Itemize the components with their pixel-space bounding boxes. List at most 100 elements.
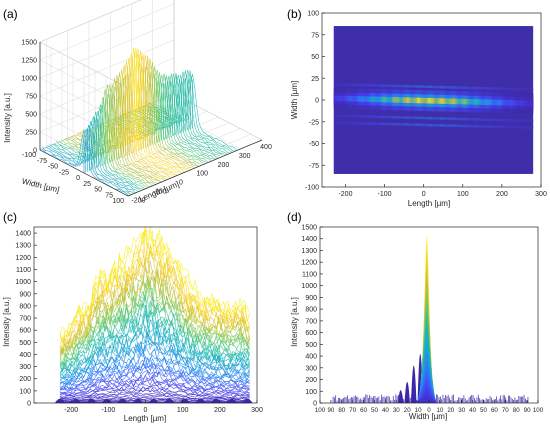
a-ytick-label: -100 bbox=[22, 152, 36, 159]
c-ytick-label: 700 bbox=[19, 316, 31, 323]
c-profile-line bbox=[59, 365, 250, 391]
b-heat-fringe bbox=[365, 115, 368, 118]
b-heat-fringe bbox=[380, 115, 383, 119]
d-xtick-label: 10 bbox=[415, 407, 422, 414]
a-surface-line bbox=[82, 61, 171, 178]
b-heat-fringe bbox=[498, 118, 501, 122]
b-heat-fringe bbox=[391, 122, 394, 126]
d-xtick-label: 40 bbox=[382, 407, 389, 414]
b-heat-fringe bbox=[410, 116, 413, 119]
b-heat-fringe bbox=[503, 87, 506, 91]
b-heat-fringe bbox=[435, 85, 438, 89]
b-heat-fringe bbox=[385, 84, 388, 87]
c-ytick-label: 1200 bbox=[15, 255, 31, 262]
b-heat-fringe bbox=[373, 122, 376, 125]
b-heat-fringe bbox=[458, 117, 461, 121]
b-xtick-label: -100 bbox=[378, 191, 392, 198]
b-heat-cell bbox=[461, 98, 464, 105]
b-heat-cell bbox=[479, 99, 482, 105]
b-heat-fringe bbox=[484, 86, 487, 90]
c-profile-line bbox=[59, 290, 250, 366]
b-heat-cell bbox=[475, 99, 477, 105]
b-heat-fringe bbox=[529, 126, 532, 130]
a-xtick-label: 0 bbox=[179, 180, 183, 187]
d-ytick-label: 300 bbox=[305, 365, 317, 372]
d-xtick-label: 40 bbox=[469, 407, 476, 414]
b-heat-fringe bbox=[438, 117, 441, 120]
c-profile-line bbox=[59, 260, 250, 354]
b-heat-fringe bbox=[455, 117, 458, 121]
b-heat-fringe bbox=[526, 88, 529, 91]
b-heat-fringe bbox=[440, 85, 443, 89]
a-ytick-label: -75 bbox=[37, 158, 47, 165]
b-heat-fringe bbox=[357, 121, 359, 125]
b-heat-fringe bbox=[420, 123, 423, 127]
b-heat-fringe bbox=[435, 117, 438, 120]
b-heat-fringe bbox=[491, 118, 494, 122]
d-ytick-label: 1000 bbox=[301, 283, 317, 290]
b-heat-fringe bbox=[481, 125, 484, 128]
c-base-bump bbox=[132, 398, 144, 403]
b-ylabel: Width [µm] bbox=[290, 81, 299, 119]
a-surface-line bbox=[42, 128, 131, 195]
d-peak-layer bbox=[415, 398, 439, 403]
b-heat-fringe bbox=[388, 122, 391, 126]
b-xtick-label: 100 bbox=[457, 191, 469, 198]
b-heat-fringe bbox=[340, 114, 343, 118]
c-base-bump bbox=[179, 398, 191, 403]
b-ytick-label: -100 bbox=[305, 185, 319, 192]
b-heat-fringe bbox=[406, 116, 409, 119]
b-heat-fringe bbox=[461, 86, 464, 89]
b-heat-fringe bbox=[463, 117, 466, 121]
b-heat-fringe bbox=[468, 86, 471, 90]
b-heat-fringe bbox=[363, 115, 366, 118]
b-heat-fringe bbox=[381, 84, 384, 87]
b-heat-fringe bbox=[524, 126, 527, 129]
b-heat-cell bbox=[383, 96, 386, 103]
d-ylabel: Intensity [a.u.] bbox=[290, 297, 299, 347]
c-ytick-label: 1300 bbox=[15, 243, 31, 250]
b-heat-cell bbox=[391, 96, 394, 103]
b-heat-cell bbox=[481, 99, 484, 105]
b-heat-fringe bbox=[453, 86, 456, 89]
c-xtick-label: -200 bbox=[64, 407, 78, 414]
b-heat-fringe bbox=[460, 124, 463, 128]
b-heat-fringe bbox=[473, 86, 476, 90]
b-heat-fringe bbox=[484, 118, 487, 121]
b-xtick-label: 0 bbox=[422, 191, 426, 198]
b-heat-fringe bbox=[358, 121, 361, 125]
a-ytick-label: -25 bbox=[59, 169, 69, 176]
a-ytick-label: 0 bbox=[76, 175, 80, 182]
b-heat-fringe bbox=[513, 119, 516, 122]
d-ytick-label: 0 bbox=[313, 401, 317, 408]
c-profile-line bbox=[59, 340, 250, 382]
a-surface-line bbox=[136, 74, 225, 155]
d-xtick-label: 10 bbox=[436, 407, 443, 414]
a-ztick-label: 750 bbox=[25, 94, 37, 101]
b-heat-fringe bbox=[345, 114, 348, 118]
b-heat-cell bbox=[436, 98, 439, 104]
b-heat-fringe bbox=[347, 83, 349, 86]
c-profile-line bbox=[59, 230, 250, 343]
b-heat-fringe bbox=[481, 86, 484, 90]
c-profile-line bbox=[59, 355, 250, 388]
b-heat-fringe bbox=[388, 115, 391, 119]
b-heat-fringe bbox=[373, 84, 376, 87]
a-surface-line bbox=[49, 116, 138, 191]
b-heat-cell bbox=[498, 99, 501, 106]
c-xlabel: Length [µm] bbox=[124, 414, 166, 423]
b-heat-fringe bbox=[361, 122, 364, 125]
b-heat-fringe bbox=[470, 117, 472, 121]
b-heat-cell bbox=[335, 95, 338, 102]
b-heat-fringe bbox=[481, 118, 484, 121]
b-heat-cell bbox=[519, 100, 522, 106]
b-heat-cell bbox=[501, 99, 504, 106]
b-heat-fringe bbox=[519, 119, 522, 122]
b-heat-cell bbox=[396, 97, 399, 103]
b-heat-fringe bbox=[460, 117, 463, 121]
b-heat-fringe bbox=[428, 85, 431, 89]
a-surface-line bbox=[101, 54, 190, 170]
b-heat-fringe bbox=[338, 121, 341, 125]
b-heat-fringe bbox=[370, 83, 373, 87]
profile-length-panel: -200 -100 0 100 200 300 0 100 200 300 400 500 600 700… bbox=[15, 226, 263, 414]
